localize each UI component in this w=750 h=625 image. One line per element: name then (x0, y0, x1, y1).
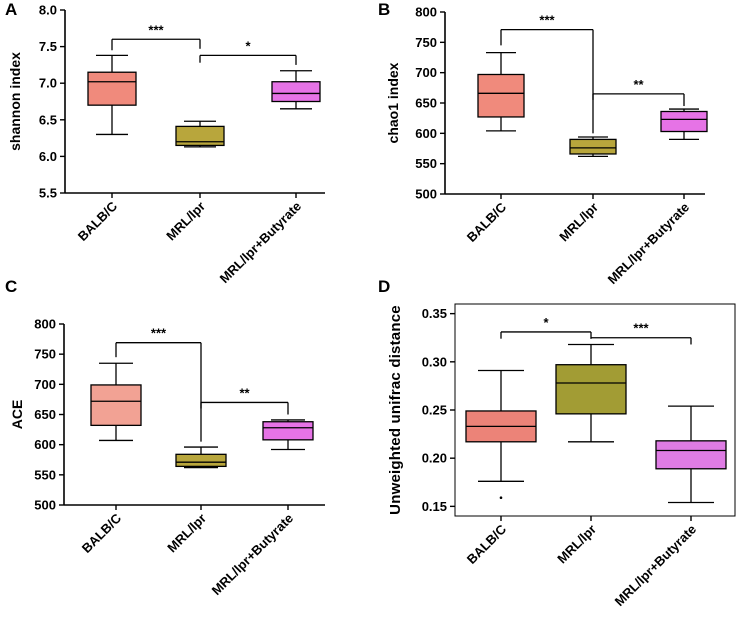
significance-label: *** (151, 326, 167, 341)
x-category-label: BALB/C (79, 510, 125, 556)
x-category-label: MRL/lpr (163, 199, 208, 244)
x-category-label: MRL/lpr+Butyrate (217, 199, 304, 286)
box-iqr (262, 421, 314, 441)
x-category-label: MRL/lpr+Butyrate (612, 522, 699, 609)
y-tick-label: 7.0 (39, 76, 57, 91)
box-2 (569, 136, 617, 158)
panel-letter: B (378, 0, 390, 19)
y-tick-label: 750 (34, 347, 56, 362)
box-2 (175, 446, 227, 469)
y-tick-label: 600 (415, 126, 437, 141)
box-iqr (175, 453, 227, 468)
y-tick-label: 800 (34, 317, 56, 332)
significance-bracket: *** (500, 13, 594, 134)
box-1 (87, 54, 137, 136)
significance-bracket: *** (111, 22, 201, 51)
x-category-label: MRL/lpr (164, 511, 209, 556)
box-iqr (655, 440, 727, 470)
significance-label: ** (239, 385, 250, 400)
y-tick-label: 0.25 (422, 403, 447, 418)
y-axis-label: chao1 index (385, 62, 401, 143)
y-tick-label: 800 (415, 5, 437, 20)
box-2 (555, 343, 627, 443)
outlier-point (499, 496, 503, 499)
y-tick-label: 650 (34, 407, 56, 422)
y-tick-label: 700 (415, 65, 437, 80)
y-axis-label: shannon index (7, 52, 23, 151)
y-axis-label: Unweighted unifrac distance (387, 305, 404, 515)
significance-bracket: ** (592, 77, 685, 107)
significance-bracket: * (500, 315, 592, 339)
box-iqr (660, 110, 708, 133)
y-tick-label: 0.35 (422, 306, 447, 321)
y-tick-label: 6.5 (39, 112, 57, 127)
significance-label: * (543, 315, 549, 330)
box-3 (655, 405, 727, 504)
y-tick-label: 7.5 (39, 39, 57, 54)
box-iqr (569, 138, 617, 155)
y-tick-label: 700 (34, 377, 56, 392)
y-tick-label: 0.30 (422, 354, 447, 369)
significance-label: *** (148, 22, 164, 37)
x-category-label: MRL/lpr (556, 200, 601, 245)
y-tick-label: 550 (415, 156, 437, 171)
box-iqr (477, 73, 525, 118)
significance-bracket: * (199, 38, 297, 65)
x-category-label: MRL/lpr+Butyrate (209, 511, 296, 598)
box-iqr (271, 81, 321, 103)
box-iqr (90, 384, 142, 427)
y-tick-label: 6.0 (39, 149, 57, 164)
box-2 (175, 120, 225, 148)
box-iqr (555, 364, 627, 415)
panel-letter: C (5, 277, 17, 296)
box-3 (271, 70, 321, 110)
y-tick-label: 5.5 (39, 186, 57, 201)
panel-c: C ACE 500 550 600 650 700 750 800 BALB/C MRL/lpr MR… (5, 277, 325, 598)
box-1 (90, 362, 142, 442)
y-tick-label: 750 (415, 35, 437, 50)
significance-label: *** (539, 13, 555, 28)
x-category-label: BALB/C (464, 199, 510, 245)
y-tick-label: 500 (415, 187, 437, 202)
significance-bracket: ** (200, 385, 289, 415)
box-3 (660, 108, 708, 141)
x-category-label: MRL/lpr (554, 522, 599, 567)
x-category-label: BALB/C (75, 198, 121, 244)
y-axis-label: ACE (9, 400, 25, 430)
x-category-label: BALB/C (464, 521, 510, 567)
box-1 (477, 51, 525, 132)
significance-bracket: *** (115, 326, 202, 442)
box-3 (262, 419, 314, 451)
panel-d: D Unweighted unifrac distance 0.15 0.20 0.25… (378, 277, 736, 609)
y-tick-label: 600 (34, 437, 56, 452)
panel-letter: D (378, 277, 390, 296)
panel-letter: A (5, 0, 17, 19)
significance-label: ** (633, 77, 644, 92)
y-tick-label: 8.0 (39, 3, 57, 18)
significance-bracket: *** (590, 321, 692, 345)
significance-label: * (245, 38, 251, 53)
y-tick-label: 550 (34, 467, 56, 482)
x-category-label: MRL/lpr+Butyrate (605, 200, 692, 287)
box-1 (465, 369, 537, 499)
box-iqr (87, 71, 137, 106)
y-tick-label: 650 (415, 96, 437, 111)
y-tick-label: 500 (34, 498, 56, 513)
y-tick-label: 0.15 (422, 499, 447, 514)
significance-label: *** (633, 321, 649, 336)
y-tick-label: 0.20 (422, 451, 447, 466)
box-iqr (175, 125, 225, 147)
